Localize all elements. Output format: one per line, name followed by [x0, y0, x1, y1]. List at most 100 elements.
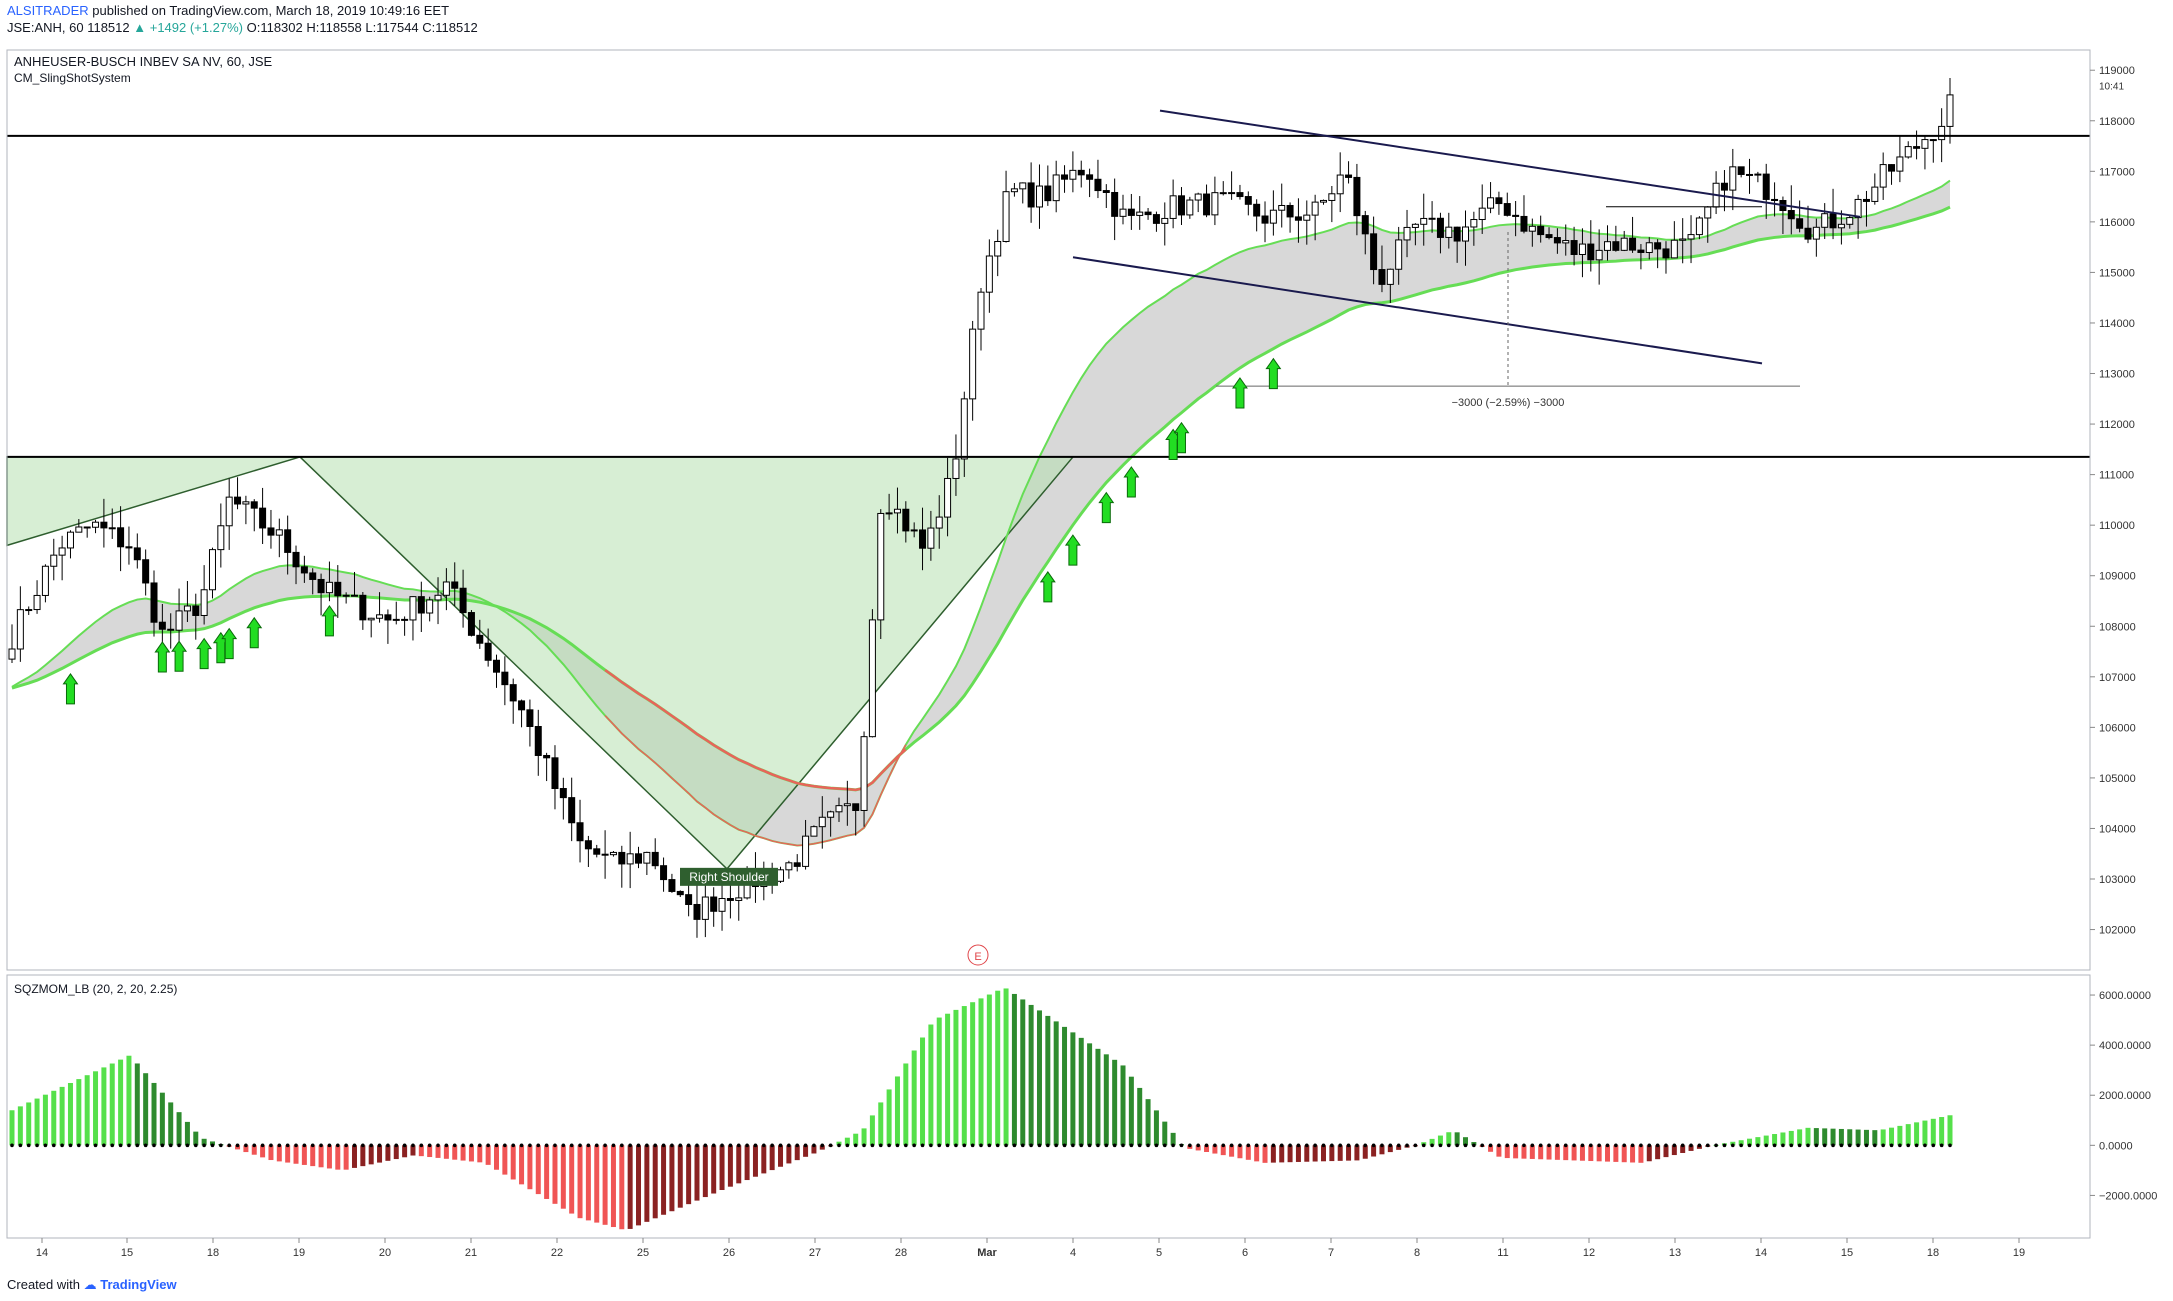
osc-tick-label: 2000.0000 [2099, 1090, 2151, 1102]
author-link[interactable]: ALSITRADER [7, 3, 89, 18]
momentum-bar [1287, 1145, 1293, 1163]
candle-body [1645, 242, 1653, 253]
momentum-bar [569, 1145, 575, 1214]
candle-body [1720, 182, 1728, 191]
candle [442, 568, 450, 611]
candle [1720, 170, 1728, 212]
candle [1771, 182, 1779, 217]
candle [234, 477, 242, 510]
candle [484, 628, 492, 667]
squeeze-dot [344, 1143, 348, 1148]
squeeze-dot [1731, 1143, 1735, 1148]
squeeze-dot [1680, 1143, 1685, 1148]
momentum-bar [1588, 1145, 1594, 1162]
candle [1010, 182, 1018, 197]
momentum-bar [920, 1037, 926, 1146]
momentum-bar [1103, 1054, 1109, 1146]
momentum-bar [594, 1145, 600, 1223]
footer-brand-link[interactable]: TradingView [100, 1277, 177, 1292]
candle [785, 860, 793, 879]
momentum-bar [677, 1145, 683, 1208]
squeeze-dot [1856, 1143, 1860, 1148]
momentum-bar [1780, 1132, 1786, 1146]
oscillator-pane[interactable]: SQZMOM_LB (20, 2, 20, 2.25) [9, 982, 1953, 1230]
time-tick-label: 20 [379, 1247, 391, 1259]
momentum-bar [26, 1102, 32, 1146]
candle [1528, 218, 1536, 247]
squeeze-dot [1822, 1143, 1827, 1148]
squeeze-dot [1747, 1143, 1752, 1148]
candle [1796, 200, 1804, 233]
momentum-bar [928, 1024, 934, 1146]
candle-body [325, 581, 333, 594]
candle [643, 851, 651, 876]
squeeze-dot [411, 1143, 415, 1148]
right-shoulder-label: Right Shoulder [689, 870, 768, 884]
momentum-bar [711, 1145, 717, 1194]
candle-body [208, 549, 216, 591]
candle [259, 487, 267, 545]
candle [559, 777, 567, 820]
squeeze-dot [1430, 1143, 1434, 1148]
momentum-bar [1128, 1076, 1134, 1146]
squeeze-dot [1355, 1143, 1359, 1148]
squeeze-dot [762, 1143, 766, 1148]
buy-arrow-icon [196, 637, 213, 670]
price-pane[interactable]: −3000 (−2.59%) −3000 Right Shoulder E ANHEU… [6, 54, 2090, 966]
squeeze-dot [519, 1143, 524, 1148]
squeeze-dot [1931, 1143, 1936, 1148]
candle-body [217, 525, 225, 551]
candle [1762, 163, 1770, 219]
momentum-bar [443, 1145, 449, 1159]
candle [985, 239, 993, 313]
candle-body [8, 648, 16, 660]
candle [1253, 199, 1261, 232]
candle-body [1871, 186, 1879, 202]
momentum-bar [636, 1145, 642, 1226]
momentum-bar [1813, 1128, 1819, 1146]
candle-body [927, 527, 935, 549]
momentum-bar [1145, 1099, 1151, 1146]
buy-arrow-icon [1039, 571, 1056, 603]
candle [1294, 198, 1302, 243]
momentum-bar [285, 1145, 291, 1163]
squeeze-dot [1689, 1143, 1693, 1148]
candle [1737, 166, 1745, 178]
squeeze-dot [1254, 1143, 1259, 1148]
squeeze-dot [1296, 1143, 1301, 1148]
momentum-bar [1295, 1145, 1301, 1162]
price-tick-label: 110000 [2099, 520, 2135, 532]
squeeze-dot [753, 1143, 758, 1148]
candle [1336, 152, 1344, 213]
candle-body [1411, 223, 1419, 228]
squeeze-dot [1121, 1143, 1125, 1148]
candle [167, 613, 175, 649]
candle-body [376, 614, 384, 619]
momentum-bar [184, 1121, 190, 1146]
momentum-bar [1688, 1145, 1694, 1151]
candle [526, 699, 534, 747]
momentum-bar [1036, 1010, 1042, 1146]
squeeze-dot [1847, 1143, 1852, 1148]
momentum-bar [101, 1067, 107, 1146]
candle-body [1637, 249, 1645, 253]
momentum-bar [201, 1138, 207, 1146]
momentum-bar [368, 1145, 374, 1165]
candle-body [1754, 173, 1762, 176]
candle [1629, 216, 1637, 253]
candle [1378, 245, 1386, 293]
momentum-bar [878, 1102, 884, 1146]
squeeze-dot [1363, 1143, 1368, 1148]
squeeze-dot [1213, 1143, 1217, 1148]
momentum-bar [602, 1145, 608, 1225]
candle-body [960, 398, 968, 460]
momentum-bar [1229, 1145, 1235, 1157]
candle-body [459, 587, 467, 614]
candle-body [1161, 217, 1169, 224]
momentum-bar [268, 1145, 274, 1161]
squeeze-dot [369, 1143, 373, 1148]
momentum-bar [970, 1002, 976, 1146]
momentum-bar [669, 1145, 675, 1212]
candle [1553, 228, 1561, 254]
candle [1436, 212, 1444, 254]
